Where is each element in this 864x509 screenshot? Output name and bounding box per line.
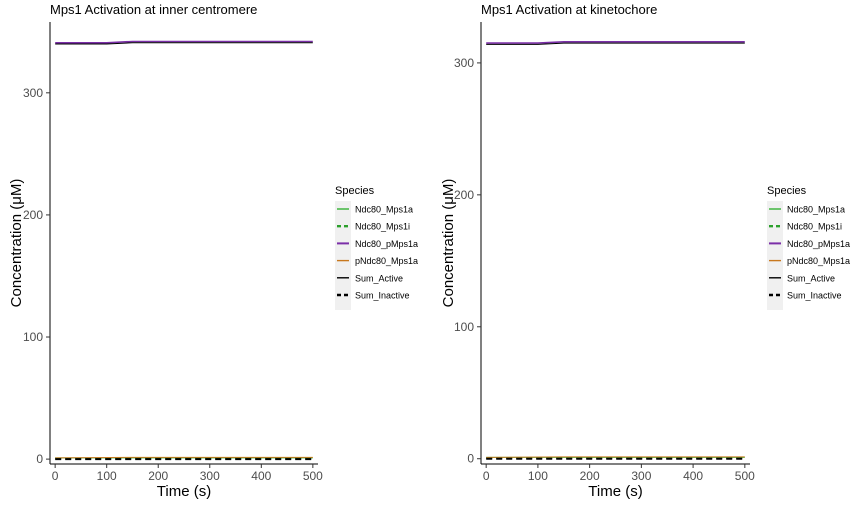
legend-label: Sum_Inactive: [355, 291, 410, 301]
x-tick-label: 0: [52, 469, 59, 483]
series-line-pndc80-mps1a: [55, 456, 313, 459]
y-tick-label: 0: [36, 452, 43, 466]
x-tick-label: 300: [631, 469, 651, 483]
legend: Species Ndc80_Mps1a Ndc80_Mps1i Ndc80_pMps1…: [335, 185, 418, 310]
chart-title: Mps1 Activation at inner centromere: [50, 2, 257, 17]
y-tick-label: 300: [454, 56, 474, 70]
chart-panel-1: Mps1 Activation at inner centromere 0 100 2…: [8, 2, 418, 500]
legend-label: Ndc80_Mps1i: [355, 222, 410, 232]
y-tick-label: 0: [467, 452, 474, 466]
legend-label: Ndc80_Mps1a: [787, 205, 845, 215]
y-tick-label: 300: [23, 86, 43, 100]
x-tick-label: 500: [303, 469, 323, 483]
x-tick-label: 400: [683, 469, 703, 483]
legend-label: Sum_Active: [787, 273, 835, 283]
series-line-pndc80-mps1a: [486, 456, 745, 458]
legend-label: pNdc80_Mps1a: [355, 256, 418, 266]
legend-key-background: [767, 201, 783, 310]
legend-title: Species: [335, 185, 375, 197]
legend-key-background: [335, 201, 351, 310]
legend-label: Ndc80_Mps1a: [355, 205, 413, 215]
x-tick-label: 100: [528, 469, 548, 483]
x-axis-label: Time (s): [588, 483, 642, 500]
x-axis-label: Time (s): [157, 483, 211, 500]
y-tick-label: 200: [23, 208, 43, 222]
legend-title: Species: [767, 185, 807, 197]
y-tick-label: 200: [454, 188, 474, 202]
legend: Species Ndc80_Mps1a Ndc80_Mps1i Ndc80_pMps1…: [767, 185, 850, 310]
x-tick-label: 300: [200, 469, 220, 483]
y-tick-label: 100: [23, 330, 43, 344]
x-tick-label: 200: [148, 469, 168, 483]
y-axis-label: Concentration (μM): [440, 179, 457, 308]
x-tick-label: 100: [97, 469, 117, 483]
legend-label: Ndc80_pMps1a: [355, 239, 418, 249]
series-line-sum-active: [486, 42, 745, 45]
x-tick-label: 0: [483, 469, 490, 483]
series-line-sum-active: [55, 42, 313, 45]
legend-label: Sum_Active: [355, 273, 403, 283]
legend-label: pNdc80_Mps1a: [787, 256, 850, 266]
x-tick-label: 400: [251, 469, 271, 483]
chart-panel-2: Mps1 Activation at kinetochore 0 100 200 300…: [440, 2, 850, 500]
chart-title: Mps1 Activation at kinetochore: [481, 2, 657, 17]
x-tick-label: 200: [580, 469, 600, 483]
y-axis-label: Concentration (μM): [8, 179, 25, 308]
series-line-ndc80-pmps1a: [486, 40, 745, 44]
legend-label: Ndc80_Mps1i: [787, 222, 842, 232]
y-tick-label: 100: [454, 320, 474, 334]
series-line-ndc80-pmps1a: [55, 40, 313, 44]
legend-label: Sum_Inactive: [787, 291, 842, 301]
x-tick-label: 500: [735, 469, 755, 483]
legend-label: Ndc80_pMps1a: [787, 239, 850, 249]
